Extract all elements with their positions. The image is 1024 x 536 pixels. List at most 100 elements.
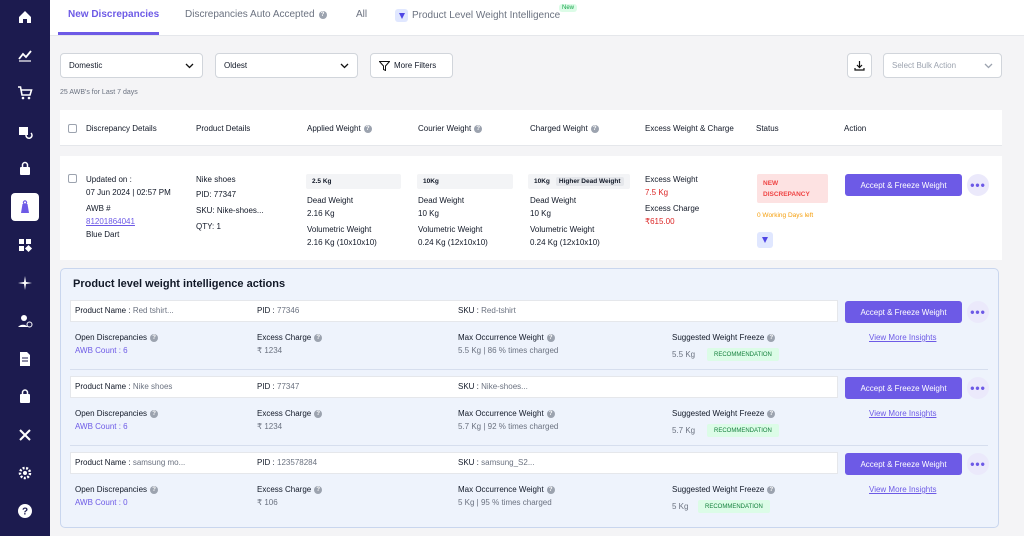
pli-accept-freeze-button[interactable]: Accept & Freeze Weight [845, 377, 962, 399]
header-charged-weight: Charged Weight? [530, 124, 599, 133]
more-options-icon[interactable]: ••• [967, 377, 989, 399]
table-header: Discrepancy Details Product Details Appl… [60, 110, 1002, 146]
courier-name: Blue Dart [86, 230, 120, 239]
returns-icon[interactable] [11, 117, 39, 145]
info-icon: ? [314, 333, 323, 342]
product-pid: PID: 77347 [196, 190, 237, 199]
checkbox[interactable] [68, 124, 77, 133]
weight-intelligence-icon[interactable] [757, 232, 773, 248]
view-more-insights-link[interactable]: View More Insights [869, 333, 937, 342]
domestic-dropdown[interactable]: Domestic [60, 53, 203, 78]
info-icon: ? [314, 485, 323, 494]
pli-excess-charge-value: ₹ 106 [257, 498, 278, 507]
applied-weight-box: 2.5 Kg [306, 174, 401, 189]
info-icon: ? [767, 333, 776, 342]
awb-label: AWB # [86, 204, 111, 213]
help-icon[interactable]: ? [11, 497, 39, 525]
cart-icon[interactable] [11, 79, 39, 107]
user-check-icon[interactable] [11, 307, 39, 335]
pli-sku: SKU : Red-tshirt [458, 306, 516, 315]
row-checkbox[interactable] [68, 174, 77, 183]
download-button[interactable] [847, 53, 872, 78]
row-divider [70, 445, 988, 446]
pli-product-name: Product Name : samsung mo... [75, 458, 186, 467]
tools-icon[interactable] [11, 421, 39, 449]
select-all-checkbox[interactable] [68, 124, 77, 133]
info-icon: ? [767, 485, 776, 494]
more-options-icon[interactable]: ••• [967, 174, 989, 196]
header-applied-weight: Applied Weight? [307, 124, 372, 133]
chevron-down-icon [984, 63, 993, 68]
new-badge: New [559, 4, 578, 12]
awb-number-link[interactable]: 81201864041 [86, 217, 135, 226]
sparkle-icon[interactable] [11, 269, 39, 297]
more-filters-button[interactable]: More Filters [370, 53, 453, 78]
more-options-icon[interactable]: ••• [967, 453, 989, 475]
tab-all[interactable]: All [356, 9, 368, 20]
status-badge: NEW DISCREPANCY [757, 174, 828, 203]
view-more-insights-link[interactable]: View More Insights [869, 485, 937, 494]
chevron-down-icon [185, 63, 194, 68]
courier-dead-value: 10 Kg [418, 209, 439, 218]
pli-excess-charge-value: ₹ 1234 [257, 422, 283, 431]
weight-icon[interactable] [11, 193, 39, 221]
bulk-action-select[interactable]: Select Bulk Action [883, 53, 1002, 78]
bag-icon[interactable] [11, 383, 39, 411]
updated-on-date: 07 Jun 2024 | 02:57 PM [86, 188, 171, 197]
sidebar: ? [0, 0, 50, 536]
pli-awb-count[interactable]: AWB Count : 6 [75, 422, 128, 431]
pli-accept-freeze-button[interactable]: Accept & Freeze Weight [845, 301, 962, 323]
info-icon: ? [590, 124, 599, 133]
info-icon: ? [150, 333, 159, 342]
home-icon[interactable] [11, 3, 39, 31]
product-name: Nike shoes [196, 175, 236, 184]
charged-vol-label: Volumetric Weight [530, 225, 595, 234]
analytics-icon[interactable] [11, 41, 39, 69]
product-sku: SKU: Nike-shoes... [196, 206, 264, 215]
pli-suggested-freeze-label: Suggested Weight Freeze? [672, 333, 776, 342]
pli-suggested-weight: 5 Kg [672, 502, 689, 511]
pli-max-occurrence-label: Max Occurrence Weight? [458, 409, 555, 418]
higher-dead-weight-tag: Higher Dead Weight [555, 177, 624, 186]
tab-product-level[interactable]: Product Level Weight Intelligence [395, 9, 560, 22]
pli-excess-charge-label: Excess Charge? [257, 333, 323, 342]
awb-count-text: 25 AWB's for Last 7 days [60, 89, 138, 96]
tab-auto-accepted[interactable]: Discrepancies Auto Accepted? [185, 9, 327, 20]
apps-icon[interactable] [11, 231, 39, 259]
info-icon: ? [150, 485, 159, 494]
pli-suggested-freeze-label: Suggested Weight Freeze? [672, 409, 776, 418]
accept-freeze-button[interactable]: Accept & Freeze Weight [845, 174, 962, 196]
pli-max-occurrence-value: 5.7 Kg | 92 % times charged [458, 422, 559, 431]
pli-awb-count[interactable]: AWB Count : 0 [75, 498, 128, 507]
pli-awb-count[interactable]: AWB Count : 6 [75, 346, 128, 355]
courier-vol-label: Volumetric Weight [418, 225, 483, 234]
weight-intelligence-icon [395, 9, 408, 22]
charged-weight-box: 10Kg Higher Dead Weight [528, 174, 630, 189]
pli-open-discrepancies-label: Open Discrepancies? [75, 485, 159, 494]
lock-bag-icon[interactable] [11, 155, 39, 183]
header-product-details: Product Details [196, 124, 251, 133]
table-row [60, 156, 1002, 260]
pli-sku: SKU : samsung_S2... [458, 458, 535, 467]
applied-vol-label: Volumetric Weight [307, 225, 372, 234]
more-options-icon[interactable]: ••• [967, 301, 989, 323]
settings-icon[interactable] [11, 459, 39, 487]
info-icon: ? [546, 409, 555, 418]
pli-max-occurrence-value: 5 Kg | 95 % times charged [458, 498, 552, 507]
courier-dead-label: Dead Weight [418, 196, 465, 205]
info-icon: ? [314, 409, 323, 418]
info-icon: ? [767, 409, 776, 418]
working-days-left: 0 Working Days left [757, 212, 814, 219]
sort-dropdown[interactable]: Oldest [215, 53, 358, 78]
pli-row-header [70, 452, 838, 474]
info-icon: ? [474, 124, 483, 133]
pli-excess-charge-label: Excess Charge? [257, 409, 323, 418]
pli-excess-charge-value: ₹ 1234 [257, 346, 283, 355]
header-status: Status [756, 124, 779, 133]
view-more-insights-link[interactable]: View More Insights [869, 409, 937, 418]
applied-vol-value: 2.16 Kg (10x10x10) [307, 238, 377, 247]
pli-accept-freeze-button[interactable]: Accept & Freeze Weight [845, 453, 962, 475]
document-icon[interactable] [11, 345, 39, 373]
panel-title: Product level weight intelligence action… [73, 278, 286, 290]
tab-new-discrepancies[interactable]: New Discrepancies [68, 9, 160, 20]
